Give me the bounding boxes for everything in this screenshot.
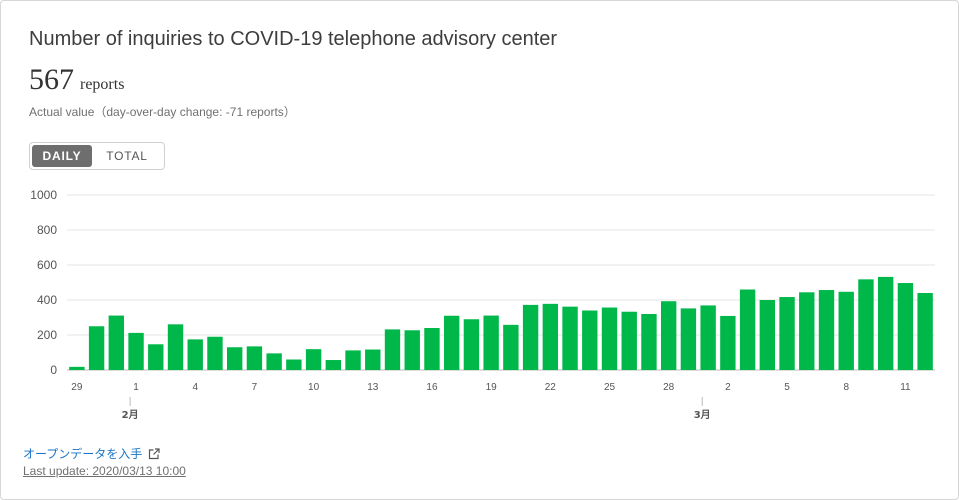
- x-tick-label: 28: [663, 382, 675, 393]
- card-subtitle: Actual value（day-over-day change: -71 re…: [29, 105, 296, 119]
- bar: [799, 292, 815, 370]
- bar: [779, 297, 795, 370]
- x-tick-label: 2: [725, 382, 731, 393]
- bar: [266, 353, 282, 370]
- bar: [503, 324, 519, 370]
- bar: [365, 349, 381, 370]
- bar: [226, 347, 243, 370]
- bar: [463, 319, 480, 370]
- x-tick-label: 13: [367, 382, 379, 393]
- bar: [877, 276, 894, 370]
- bar: [660, 301, 677, 370]
- bar: [720, 315, 736, 370]
- y-tick-label: 400: [37, 293, 57, 307]
- bar: [641, 314, 657, 370]
- x-tick-label: 1: [133, 382, 139, 393]
- bar: [424, 328, 440, 370]
- y-tick-label: 1000: [30, 188, 57, 202]
- bar: [601, 307, 618, 370]
- headline-value: 567 reports: [29, 63, 124, 97]
- bar: [325, 360, 342, 370]
- x-tick-label: 16: [426, 382, 438, 393]
- x-tick-label: 5: [784, 382, 790, 393]
- x-tick-label: 4: [192, 382, 198, 393]
- card-title: Number of inquiries to COVID-19 telephon…: [29, 28, 558, 50]
- bar: [858, 279, 874, 370]
- y-tick-label: 200: [37, 328, 57, 342]
- y-tick-label: 600: [37, 258, 57, 272]
- bar: [897, 283, 914, 370]
- open-data-link-label: オープンデータを入手: [23, 447, 143, 461]
- bar: [443, 315, 460, 370]
- headline-unit: reports: [80, 76, 125, 93]
- bar: [680, 308, 697, 370]
- toggle-daily-button[interactable]: DAILY: [32, 145, 92, 167]
- bar: [483, 315, 499, 370]
- y-tick-label: 800: [37, 223, 57, 237]
- bar: [345, 350, 361, 370]
- y-tick-label: 0: [50, 363, 57, 377]
- bar: [207, 336, 223, 370]
- daily-total-toggle: DAILY TOTAL: [29, 142, 165, 170]
- x-tick-label: 25: [604, 382, 616, 393]
- bar: [759, 300, 776, 370]
- bar: [167, 324, 184, 370]
- month-label: 2月: [122, 409, 139, 421]
- bar: [187, 339, 203, 370]
- bar: [542, 303, 559, 370]
- bar: [286, 359, 302, 370]
- headline-number: 567: [29, 63, 74, 96]
- last-update: Last update: 2020/03/13 10:00: [23, 464, 186, 478]
- bar: [108, 315, 125, 370]
- bar: [404, 330, 420, 370]
- month-label: 3月: [694, 409, 711, 421]
- bar: [621, 311, 637, 370]
- toggle-total-button[interactable]: TOTAL: [106, 149, 148, 163]
- x-tick-label: 19: [486, 382, 498, 393]
- bar: [128, 332, 144, 370]
- bar: [148, 344, 164, 370]
- x-tick-label: 22: [545, 382, 557, 393]
- x-tick-label: 10: [308, 382, 320, 393]
- x-tick-label: 11: [900, 382, 911, 393]
- external-link-icon: [149, 447, 160, 459]
- bar: [739, 289, 756, 370]
- bar: [818, 290, 835, 370]
- bar: [562, 306, 578, 370]
- bar: [305, 349, 322, 370]
- bar: [522, 304, 539, 370]
- x-tick-label: 8: [843, 382, 849, 393]
- bar: [69, 366, 85, 370]
- bar: [917, 293, 933, 370]
- bar: [384, 329, 401, 370]
- bar: [246, 346, 263, 370]
- bar: [582, 310, 598, 370]
- bar: [700, 305, 716, 370]
- bar: [88, 326, 105, 370]
- open-data-link[interactable]: オープンデータを入手: [23, 445, 160, 462]
- x-tick-label: 7: [252, 382, 258, 393]
- x-tick-label: 29: [71, 382, 83, 393]
- bar: [838, 291, 854, 370]
